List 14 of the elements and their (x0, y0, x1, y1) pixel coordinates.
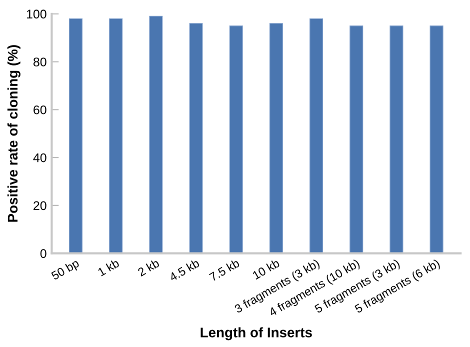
x-tick-label: 4.5 kb (168, 258, 200, 282)
y-tick-label: 20 (34, 201, 46, 210)
x-tick-label: 7.5 kb (208, 258, 240, 282)
y-axis-title: Positive rate of cloning (%) (7, 45, 20, 222)
y-tick-label: 0 (40, 249, 46, 258)
y-tick-label: 40 (33, 153, 46, 162)
x-tick-label: 50 bp (50, 258, 81, 282)
y-tick-label: 100 (26, 10, 46, 19)
x-tick-label: 1 kb (97, 258, 120, 276)
y-tick-label: 80 (33, 58, 46, 66)
y-tick-label: 60 (34, 105, 46, 114)
x-tick-label: 10 kb (252, 258, 280, 280)
x-axis-title: Length of Inserts (200, 327, 312, 340)
x-tick-label: 2 kb (137, 258, 160, 277)
